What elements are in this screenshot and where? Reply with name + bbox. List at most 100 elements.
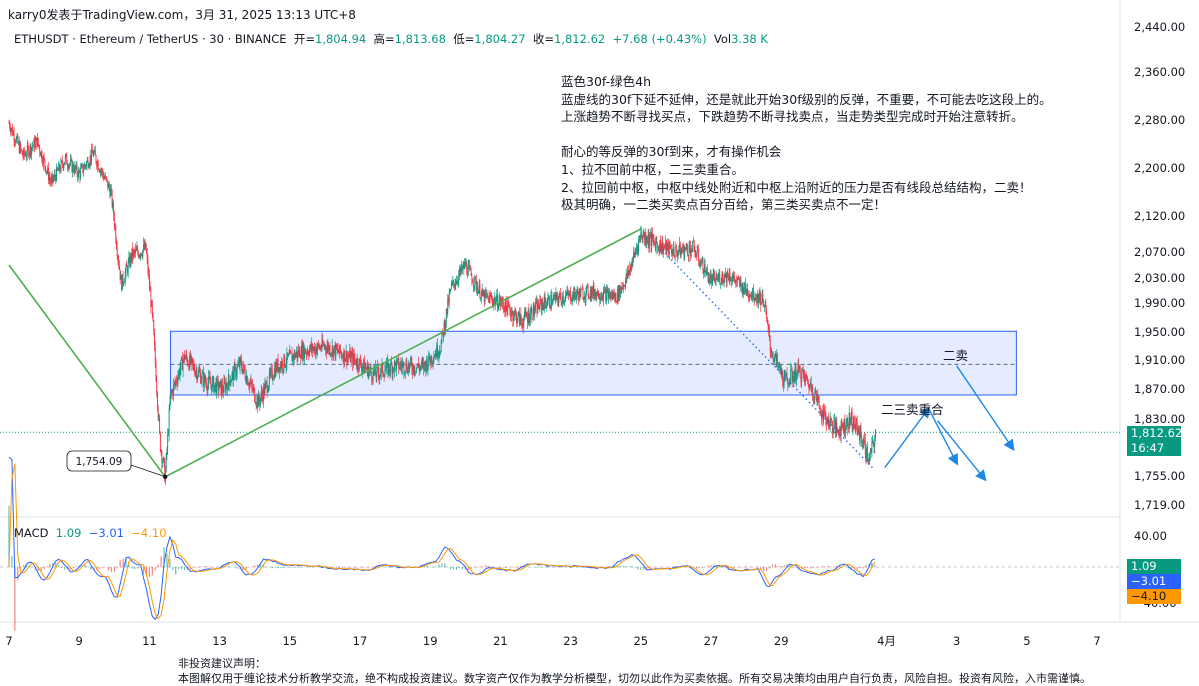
price-tick-label: 2,030.00 [1134, 271, 1185, 285]
candle-body [715, 281, 716, 283]
candle-body [32, 147, 33, 148]
candle-body [237, 365, 238, 367]
candle-body [167, 434, 168, 449]
price-tick-label: 2,360.00 [1134, 65, 1185, 79]
candle-body [471, 276, 472, 283]
macd-hist-bar [643, 567, 644, 570]
candle-body [854, 417, 855, 425]
candle-body [797, 370, 798, 379]
candle-body [255, 402, 256, 404]
candle-body [513, 317, 514, 320]
candle-body [566, 295, 567, 296]
macd-hist-bar [354, 567, 355, 568]
candle-body [290, 351, 291, 353]
candle-body [428, 365, 429, 370]
candle-body [371, 372, 372, 379]
candle-body [661, 249, 662, 252]
candle-body [743, 291, 744, 294]
candle-body [360, 360, 361, 366]
candle-body [440, 352, 441, 353]
macd-hist-bar [547, 567, 548, 568]
time-tick-label: 13 [212, 634, 227, 648]
candle-body [572, 300, 573, 301]
candle-body [707, 268, 708, 272]
candle-body [820, 410, 821, 416]
candle-body [226, 384, 227, 386]
candle-body [462, 267, 463, 270]
high-value: 1,813.68 [395, 32, 446, 46]
candle-body [867, 446, 868, 460]
candle-body [549, 296, 550, 306]
candle-body [168, 434, 169, 435]
candle-body [341, 353, 342, 357]
macd-hist-bar [371, 567, 372, 568]
candle-body [230, 382, 231, 385]
candle-body [808, 380, 809, 385]
candle-body [236, 374, 237, 377]
candle-body [368, 371, 369, 378]
macd-hist-bar [623, 566, 624, 568]
candle-body [414, 365, 415, 372]
candle-body [244, 365, 245, 370]
macd-hist-bar [620, 566, 621, 568]
candle-body [498, 308, 499, 309]
candle-body [583, 299, 584, 300]
macd-hist-bar [23, 565, 24, 567]
candle-body [860, 427, 861, 436]
candle-body [169, 402, 170, 409]
candle-body [44, 159, 45, 166]
signal-line [9, 464, 875, 619]
candle-body [719, 275, 720, 284]
candle-body [338, 349, 339, 352]
candle-body [686, 245, 687, 250]
candle-body [489, 295, 490, 303]
candle-body [458, 282, 459, 283]
candle-body [209, 376, 210, 378]
price-tick-label: 2,280.00 [1134, 113, 1185, 127]
candle-body [761, 302, 762, 305]
candle-body [145, 242, 146, 248]
candle-body [450, 289, 451, 291]
candle-body [713, 274, 714, 276]
candle-body [126, 265, 127, 267]
candle-body [656, 242, 657, 243]
candle-body [347, 356, 348, 362]
candle-body [503, 302, 504, 308]
candle-body [245, 371, 246, 379]
candle-body [60, 161, 61, 171]
macd-hist-bar [874, 565, 875, 567]
symbol-name[interactable]: ETHUSDT · Ethereum / TetherUS · 30 · BIN… [14, 32, 287, 46]
candle-body [147, 259, 148, 273]
macd-hist-bar [286, 567, 287, 568]
time-tick-label: 21 [493, 634, 508, 648]
candle-body [873, 441, 874, 445]
macd-hist-bar [482, 566, 483, 567]
macd-hist-bar [99, 567, 100, 569]
candle-body [380, 374, 381, 376]
candle-body [577, 290, 578, 294]
publish-header: karry0发表于TradingView.com，3月 31, 2025 13:… [8, 6, 356, 23]
candle-body [833, 429, 834, 432]
candle-body [700, 263, 701, 266]
macd-hist-bar [228, 566, 229, 567]
candle-body [765, 305, 766, 311]
candle-body [607, 290, 608, 291]
macd-title[interactable]: MACD [14, 526, 48, 540]
candle-body [268, 386, 269, 390]
candle-body [773, 355, 774, 359]
candle-body [520, 314, 521, 320]
candle-body [470, 268, 471, 269]
candle-body [420, 366, 421, 367]
candle-body [509, 306, 510, 312]
candle-body [113, 203, 114, 215]
candle-body [472, 282, 473, 283]
candle-body [778, 363, 779, 364]
candle-body [222, 384, 223, 391]
candle-body [336, 344, 337, 349]
high-label: 高= [374, 32, 395, 46]
hist-badge: −4.10 [1127, 589, 1181, 604]
candle-body [192, 359, 193, 364]
candle-body [29, 153, 30, 156]
macd-hist-bar [778, 566, 779, 567]
candle-body [487, 294, 488, 297]
